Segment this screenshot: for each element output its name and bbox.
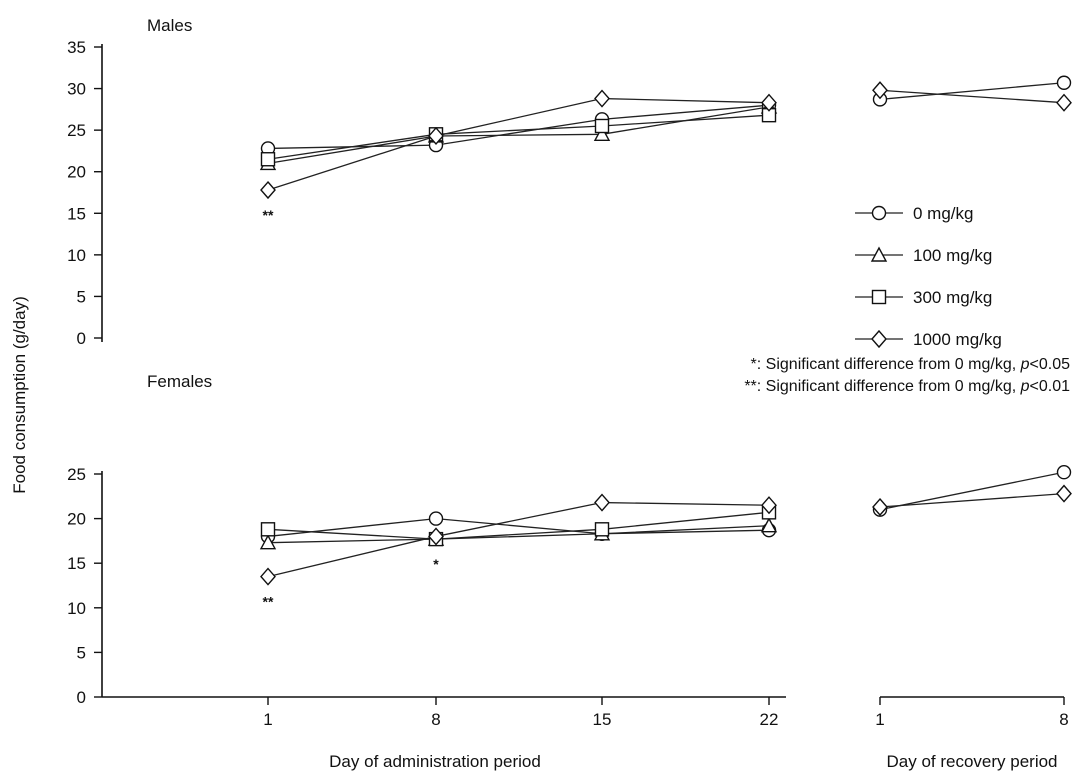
line-1-3-recovery [879, 492, 1065, 508]
point-1-2-admin-2 [594, 522, 610, 537]
markers-layer [259, 75, 1072, 586]
y-tick-label-1-2: 10 [67, 599, 86, 618]
x-tick-label-admin-0: 1 [263, 710, 272, 729]
point-1-0-recovery-1 [1056, 465, 1072, 480]
y-tick-label-0-5: 25 [67, 121, 86, 140]
line-1-0-recovery [879, 471, 1065, 511]
point-1-1-admin-0 [259, 534, 277, 550]
point-1-2-admin-0 [260, 522, 276, 537]
line-1-1-admin [267, 525, 770, 544]
point-1-3-recovery-1 [1056, 484, 1072, 503]
y-axis-label: Food consumption (g/day) [10, 296, 29, 494]
y-tick-label-0-6: 30 [67, 80, 86, 99]
x-tick-label-admin-1: 8 [431, 710, 440, 729]
x-axis-label-administration: Day of administration period [329, 752, 541, 771]
x-axis-label-recovery: Day of recovery period [886, 752, 1057, 771]
point-0-0-recovery-1 [1056, 75, 1072, 90]
point-0-3-admin-3 [761, 93, 777, 112]
x-tick-label-admin-3: 22 [760, 710, 779, 729]
line-1-3-admin [267, 501, 770, 578]
legend-marker-3 [871, 329, 887, 349]
legend-marker-2 [871, 289, 887, 305]
text-layer: Males 0 5 10 15 20 25 30 35 ** Females 0 5 10 15 20 25 1 8… [10, 16, 1070, 771]
point-0-3-admin-0 [260, 180, 276, 200]
y-tick-label-0-1: 5 [77, 287, 86, 306]
y-tick-label-0-3: 15 [67, 204, 86, 223]
line-1-2-admin [267, 511, 770, 540]
significance-note-0: *: Significant difference from 0 mg/kg, … [751, 356, 1071, 373]
point-1-3-admin-3 [761, 496, 777, 515]
x-tick-label-admin-2: 15 [593, 710, 612, 729]
y-tick-label-1-4: 20 [67, 510, 86, 529]
point-1-1-admin-3 [760, 517, 778, 533]
line-0-0-admin [267, 104, 770, 150]
point-1-3-admin-2 [594, 493, 610, 512]
line-0-0-recovery [879, 82, 1065, 101]
significance-mark-1-1: * [433, 556, 439, 572]
line-0-3-recovery [879, 89, 1065, 104]
y-tick-label-0-4: 20 [67, 163, 86, 182]
legend-label-0: 0 mg/kg [913, 204, 973, 223]
y-tick-label-1-3: 15 [67, 554, 86, 573]
legend-label-3: 1000 mg/kg [913, 330, 1002, 349]
point-1-3-admin-0 [260, 567, 276, 586]
point-0-3-recovery-0 [872, 81, 888, 100]
point-0-3-recovery-1 [1056, 93, 1072, 112]
legend-marker-0 [871, 205, 887, 221]
line-1-0-admin [267, 517, 770, 538]
legend-label-2: 300 mg/kg [913, 288, 992, 307]
y-tick-label-1-0: 0 [77, 688, 86, 707]
y-tick-label-1-5: 25 [67, 465, 86, 484]
significance-mark-1-0: ** [263, 594, 274, 610]
point-1-0-admin-1 [428, 511, 444, 526]
series-lines-layer [267, 82, 1065, 578]
legend-label-1: 100 mg/kg [913, 246, 992, 265]
line-0-1-admin [267, 106, 770, 165]
y-tick-label-0-0: 0 [77, 329, 86, 348]
panel-title-1: Females [147, 372, 212, 391]
x-tick-label-recovery-1: 8 [1059, 710, 1068, 729]
point-1-3-recovery-0 [872, 497, 888, 517]
legend-marker-1 [870, 246, 888, 262]
y-tick-label-0-2: 10 [67, 246, 86, 265]
panel-title-0: Males [147, 16, 192, 35]
y-tick-label-1-1: 5 [77, 643, 86, 662]
point-0-2-admin-2 [594, 118, 610, 134]
significance-mark-0-0: ** [263, 207, 274, 223]
point-1-3-admin-1 [428, 527, 444, 546]
line-0-2-admin [267, 114, 770, 160]
y-tick-label-0-7: 35 [67, 38, 86, 57]
point-0-2-admin-0 [260, 152, 276, 167]
x-tick-label-recovery-0: 1 [875, 710, 884, 729]
line-0-3-admin [267, 97, 770, 191]
significance-note-1: **: Significant difference from 0 mg/kg,… [744, 378, 1070, 395]
point-0-3-admin-2 [594, 89, 610, 108]
axes-layer [94, 44, 1065, 705]
point-0-3-admin-1 [428, 126, 444, 146]
point-0-1-admin-2 [593, 125, 611, 142]
